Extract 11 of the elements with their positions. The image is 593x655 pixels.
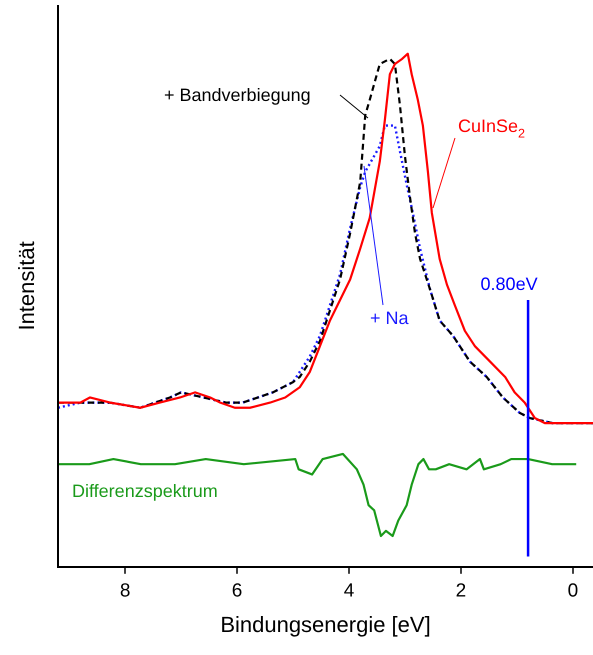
ref-line-label: 0.80eV	[480, 274, 538, 294]
legend-label: + Bandverbiegung	[164, 85, 311, 105]
x-tick-label: 6	[232, 580, 242, 602]
x-axis-title: Bindungsenergie [eV]	[220, 612, 431, 637]
x-tick-label: 2	[456, 580, 466, 602]
series-label: Differenzspektrum	[72, 481, 218, 501]
series-label: + Na	[370, 308, 410, 328]
x-tick-label: 4	[344, 580, 355, 602]
x-tick-label: 0	[568, 580, 578, 602]
x-tick-label: 8	[120, 580, 130, 602]
y-axis-title: Intensität	[14, 241, 40, 331]
